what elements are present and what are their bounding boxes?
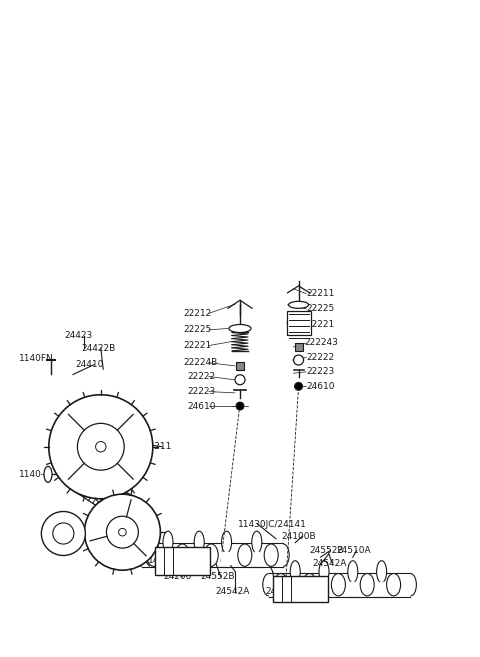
Circle shape xyxy=(236,402,244,410)
Circle shape xyxy=(49,395,153,499)
Text: 22224B: 22224B xyxy=(183,358,217,367)
Text: 222243: 222243 xyxy=(305,338,339,348)
FancyBboxPatch shape xyxy=(155,547,210,575)
FancyBboxPatch shape xyxy=(236,362,244,370)
Text: 24542A: 24542A xyxy=(215,587,250,596)
Circle shape xyxy=(294,355,303,365)
Text: 2421: 2421 xyxy=(103,474,126,483)
Text: 24520A: 24520A xyxy=(265,587,300,596)
Ellipse shape xyxy=(175,544,190,566)
FancyBboxPatch shape xyxy=(273,576,328,602)
Text: 24610: 24610 xyxy=(306,382,335,391)
Text: 24312: 24312 xyxy=(114,463,143,472)
Ellipse shape xyxy=(252,531,262,553)
Ellipse shape xyxy=(348,560,358,583)
Ellipse shape xyxy=(302,574,317,596)
Circle shape xyxy=(295,382,302,390)
Text: 22225: 22225 xyxy=(306,304,335,313)
Text: 11430JC/24141: 11430JC/24141 xyxy=(238,520,306,529)
Bar xyxy=(251,552,263,564)
Ellipse shape xyxy=(238,544,252,566)
Circle shape xyxy=(96,442,106,452)
Text: 24100B: 24100B xyxy=(282,532,316,541)
Ellipse shape xyxy=(222,531,231,553)
Ellipse shape xyxy=(290,560,300,583)
Bar xyxy=(289,581,301,594)
Ellipse shape xyxy=(386,574,401,596)
Text: 22222: 22222 xyxy=(306,353,335,362)
Text: 22212: 22212 xyxy=(183,309,212,318)
Text: 24552B: 24552B xyxy=(310,546,344,555)
Circle shape xyxy=(84,494,160,570)
Circle shape xyxy=(107,516,138,548)
Ellipse shape xyxy=(264,544,278,566)
Text: 24510A: 24510A xyxy=(336,546,371,555)
Text: 22211: 22211 xyxy=(306,289,335,298)
Text: 1140FN: 1140FN xyxy=(19,353,54,363)
Text: 24211: 24211 xyxy=(143,442,171,451)
Text: 24141: 24141 xyxy=(158,547,187,556)
Text: 22222: 22222 xyxy=(187,372,216,381)
Text: 24423: 24423 xyxy=(65,331,93,340)
Ellipse shape xyxy=(163,531,173,553)
Ellipse shape xyxy=(146,544,161,566)
Circle shape xyxy=(77,423,124,470)
Bar xyxy=(347,581,359,594)
Ellipse shape xyxy=(44,466,52,482)
Ellipse shape xyxy=(204,544,218,566)
Text: 1430JC: 1430JC xyxy=(148,556,180,565)
FancyBboxPatch shape xyxy=(295,343,302,351)
Ellipse shape xyxy=(319,560,329,583)
Ellipse shape xyxy=(229,325,251,332)
Text: 24552B: 24552B xyxy=(201,572,235,581)
Bar xyxy=(193,552,205,564)
Text: 24410: 24410 xyxy=(76,360,104,369)
Bar xyxy=(162,552,174,564)
Text: 22221: 22221 xyxy=(306,320,335,329)
Text: 24422B: 24422B xyxy=(82,344,116,353)
Circle shape xyxy=(53,523,74,544)
Ellipse shape xyxy=(194,531,204,553)
Text: 22223: 22223 xyxy=(306,367,335,376)
Text: 24200: 24200 xyxy=(163,572,192,581)
Ellipse shape xyxy=(331,574,346,596)
Ellipse shape xyxy=(274,574,288,596)
Bar xyxy=(318,581,330,594)
Text: 22225: 22225 xyxy=(183,325,212,334)
Ellipse shape xyxy=(377,560,386,583)
Ellipse shape xyxy=(288,302,309,308)
Bar xyxy=(221,552,232,564)
Ellipse shape xyxy=(360,574,374,596)
Circle shape xyxy=(41,512,85,555)
FancyBboxPatch shape xyxy=(287,311,311,335)
Circle shape xyxy=(119,528,126,536)
Bar xyxy=(376,581,388,594)
Text: 1140-h: 1140-h xyxy=(19,470,51,479)
Circle shape xyxy=(235,374,245,385)
Text: 24542A: 24542A xyxy=(312,558,347,568)
Text: 22221: 22221 xyxy=(183,341,212,350)
Text: 22223: 22223 xyxy=(187,387,216,396)
Text: 24610: 24610 xyxy=(187,401,216,411)
